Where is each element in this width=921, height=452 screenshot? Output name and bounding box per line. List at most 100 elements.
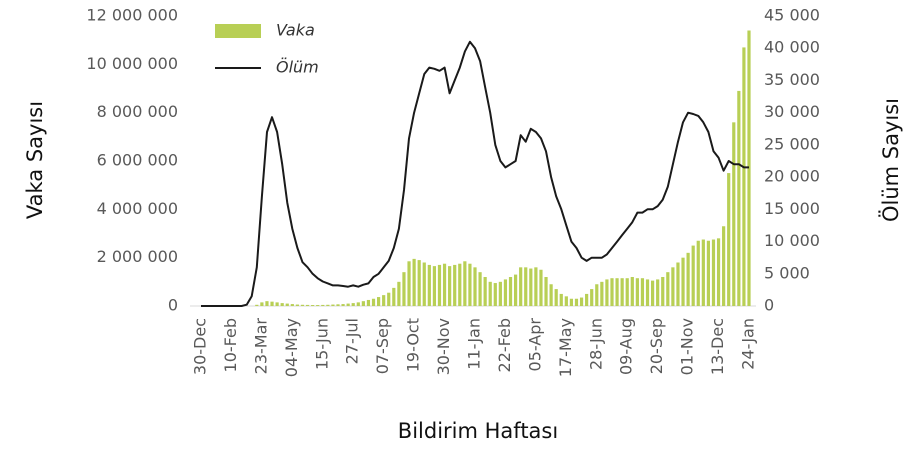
y-tick-label: 6 000 000: [97, 151, 178, 170]
x-tick-label: 04-May: [282, 318, 301, 377]
bar: [534, 267, 538, 306]
y2-tick-label: 10 000: [764, 231, 820, 250]
x-axis-title: Bildirim Haftası: [398, 419, 558, 443]
bar: [366, 299, 371, 306]
bar: [290, 304, 294, 306]
bar: [270, 301, 274, 306]
bar: [519, 267, 523, 306]
x-tick-label: 15-Jun: [312, 318, 331, 370]
y2-tick-label: 35 000: [764, 70, 820, 89]
bar: [727, 173, 731, 306]
bar: [341, 304, 345, 306]
legend-label: Vaka: [276, 21, 315, 40]
x-tick-label: 22-Feb: [495, 318, 514, 372]
bar: [635, 278, 639, 306]
bar: [737, 90, 741, 307]
bar: [732, 122, 736, 306]
bar: [529, 268, 533, 306]
bar: [376, 297, 381, 306]
bar: [265, 301, 269, 306]
bar: [650, 280, 655, 306]
bar: [382, 295, 386, 306]
x-tick-label: 09-Aug: [617, 318, 636, 375]
bar: [295, 304, 300, 306]
bar: [524, 267, 528, 306]
bar: [417, 260, 421, 306]
bar: [326, 304, 330, 306]
bar: [458, 263, 462, 306]
bar: [742, 47, 746, 307]
bar: [305, 304, 310, 306]
y-tick-label: 8 000 000: [97, 102, 178, 121]
bar: [579, 297, 584, 306]
bar: [402, 272, 406, 306]
y-tick-label: 4 000 000: [97, 199, 178, 218]
bar: [311, 305, 315, 306]
x-tick-label: 10-Feb: [221, 318, 240, 372]
bar: [686, 252, 690, 306]
bar: [600, 281, 604, 306]
bar: [300, 304, 305, 306]
bar: [564, 296, 568, 306]
bar: [676, 262, 680, 306]
bar: [285, 303, 289, 306]
bar: [448, 266, 452, 306]
bar: [488, 281, 492, 306]
y2-tick-label: 20 000: [764, 167, 820, 186]
bar: [427, 264, 431, 306]
bar: [620, 278, 624, 306]
x-tick-label: 17-May: [556, 318, 575, 377]
bar: [442, 263, 447, 306]
bar: [681, 257, 685, 306]
bar: [716, 238, 721, 306]
bar: [625, 278, 629, 306]
y-tick-label: 10 000 000: [86, 54, 178, 73]
bar: [569, 298, 574, 306]
bar: [255, 304, 259, 306]
bar: [356, 302, 360, 306]
bar: [275, 302, 279, 306]
bar: [407, 261, 411, 306]
bar: [321, 304, 325, 306]
bar: [671, 267, 675, 306]
x-tick-label: 11-Jan: [465, 318, 484, 370]
bar: [711, 239, 716, 306]
bar: [478, 272, 482, 306]
y-axis-title: Vaka Sayısı: [23, 101, 47, 219]
bar: [503, 279, 508, 306]
bar: [544, 277, 548, 306]
x-tick-label: 19-Oct: [404, 318, 423, 372]
x-tick-label: 24-Jan: [739, 318, 758, 370]
bar: [615, 278, 619, 306]
bar: [701, 239, 705, 306]
x-tick-label: 05-Apr: [525, 318, 544, 372]
legend-label: Ölüm: [276, 58, 319, 77]
bar: [260, 302, 264, 306]
bar: [346, 303, 350, 306]
y2-tick-label: 30 000: [764, 102, 820, 121]
bar: [559, 293, 563, 306]
x-tick-label: 28-Jun: [586, 318, 605, 370]
bar: [645, 279, 650, 306]
bar: [605, 279, 609, 306]
bar: [630, 277, 634, 306]
x-tick-label: 20-Sep: [647, 318, 666, 374]
y-tick-label: 2 000 000: [97, 247, 178, 266]
bar: [640, 278, 645, 306]
bar: [610, 278, 614, 306]
legend-swatch: [215, 24, 261, 38]
bar: [590, 289, 594, 306]
bar: [453, 264, 457, 306]
bar: [574, 298, 579, 306]
bar: [331, 304, 335, 306]
bar: [336, 304, 340, 306]
bar: [498, 281, 502, 306]
bar: [513, 274, 518, 306]
bar: [397, 281, 401, 306]
x-tick-label: 30-Nov: [434, 318, 453, 375]
y2-tick-label: 0: [764, 296, 774, 315]
x-tick-label: 23-Mar: [251, 318, 270, 375]
bar: [437, 264, 442, 306]
y2-tick-label: 15 000: [764, 199, 820, 218]
bar: [412, 258, 416, 306]
